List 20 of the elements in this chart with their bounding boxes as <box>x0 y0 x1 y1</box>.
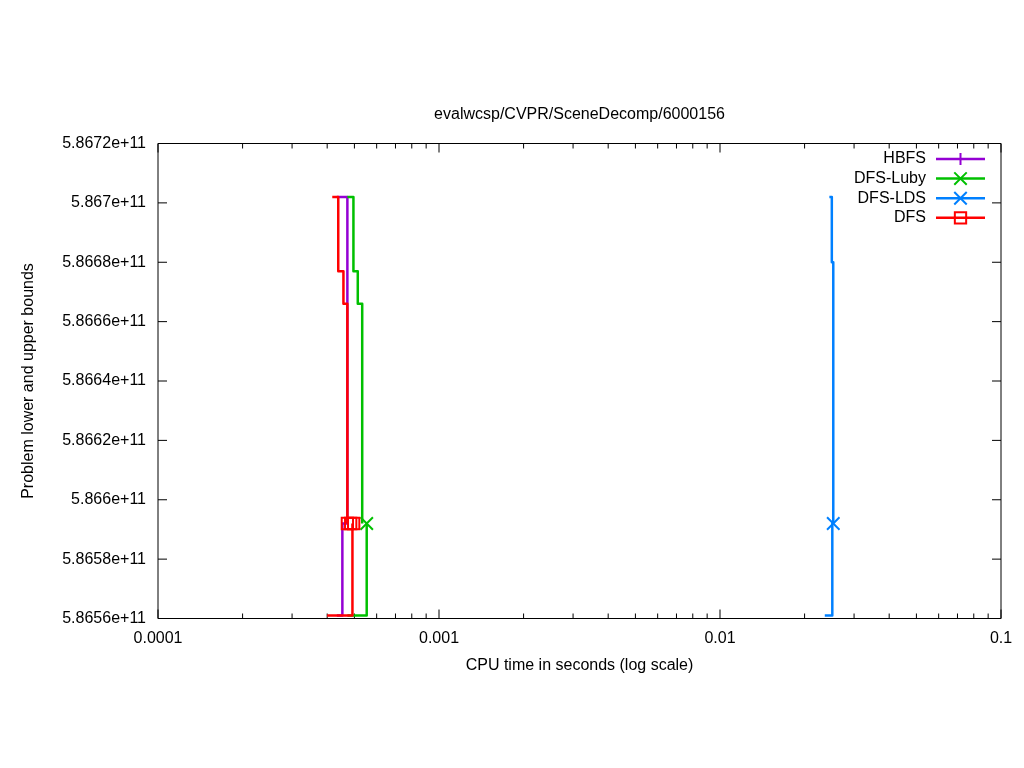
y-tick-label: 5.867e+11 <box>71 193 147 211</box>
chart-title: evalwcsp/CVPR/SceneDecomp/6000156 <box>434 105 726 123</box>
x-tick-label: 0.01 <box>704 628 736 646</box>
x-axis-title: CPU time in seconds (log scale) <box>465 656 694 674</box>
y-tick-label: 5.8662e+11 <box>62 430 147 448</box>
y-tick-label: 5.8666e+11 <box>62 312 147 330</box>
legend-label: DFS-Luby <box>853 169 926 187</box>
legend-label: DFS-LDS <box>857 188 926 206</box>
y-axis-title: Problem lower and upper bounds <box>19 263 37 499</box>
y-tick-label: 5.866e+11 <box>71 490 147 508</box>
x-tick-label: 0.001 <box>418 628 460 646</box>
y-tick-label: 5.8668e+11 <box>62 252 147 270</box>
y-tick-label: 5.8664e+11 <box>62 371 147 389</box>
y-tick-label: 5.8656e+11 <box>62 608 147 626</box>
legend-label: HBFS <box>883 149 926 167</box>
y-tick-label: 5.8672e+11 <box>62 133 147 151</box>
x-tick-label: 0.1 <box>989 628 1013 646</box>
y-tick-label: 5.8658e+11 <box>62 549 147 567</box>
legend-label: DFS <box>894 208 926 226</box>
x-tick-label: 0.0001 <box>133 628 183 646</box>
